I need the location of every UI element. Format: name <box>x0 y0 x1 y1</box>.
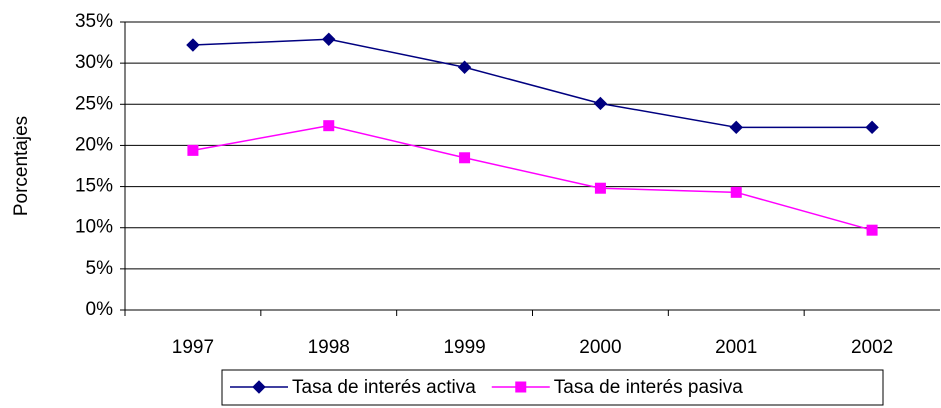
data-point <box>322 32 336 46</box>
x-tick-label: 2002 <box>851 337 893 358</box>
y-tick-label: 25% <box>75 93 113 114</box>
data-point <box>865 120 879 135</box>
data-point <box>594 182 606 194</box>
y-tick-label: 35% <box>75 11 113 32</box>
y-tick-label: 5% <box>86 258 114 279</box>
y-tick-label: 30% <box>75 52 113 73</box>
data-point <box>187 144 199 156</box>
legend-marker <box>252 380 266 394</box>
x-tick-label: 1997 <box>172 337 214 358</box>
y-tick-label: 10% <box>75 217 113 238</box>
data-point <box>593 96 608 111</box>
x-tick-label: 1999 <box>443 337 485 358</box>
y-axis-label: Porcentajes <box>11 116 32 216</box>
x-tick-label: 2000 <box>579 337 621 358</box>
data-point <box>186 38 200 52</box>
data-point <box>866 224 878 236</box>
series-line <box>192 38 873 129</box>
legend-label: Tasa de interés activa <box>292 377 476 398</box>
y-tick-label: 0% <box>86 299 114 320</box>
legend-marker <box>515 381 527 393</box>
data-point <box>730 186 742 198</box>
legend-box <box>221 369 884 406</box>
data-point <box>323 120 335 132</box>
data-point <box>457 60 472 74</box>
y-tick-label: 15% <box>75 176 113 197</box>
y-tick-label: 20% <box>75 134 113 155</box>
data-point <box>729 120 743 135</box>
series-line <box>192 124 873 231</box>
x-tick-label: 1998 <box>308 337 350 358</box>
x-tick-label: 2001 <box>715 337 757 358</box>
legend-label: Tasa de interés pasiva <box>554 377 743 398</box>
data-point <box>459 152 471 164</box>
